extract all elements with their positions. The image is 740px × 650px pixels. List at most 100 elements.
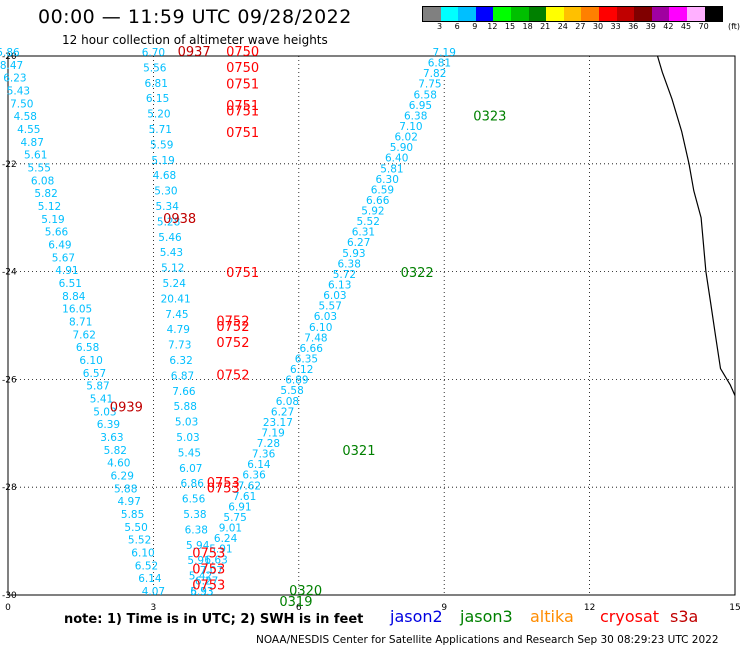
swh-label: 5.87 <box>86 381 109 393</box>
y-tick-label: -28 <box>2 483 17 493</box>
time-stamp: 0323 <box>473 110 506 125</box>
legend-swatch <box>475 7 494 21</box>
swh-label: 6.07 <box>179 463 202 475</box>
swh-label: 6.14 <box>247 459 271 471</box>
swh-label: 6.14 <box>138 573 162 585</box>
swh-label: 5.85 <box>121 509 144 521</box>
x-tick-label: 6 <box>296 603 302 613</box>
time-stamp: 0750 <box>226 61 259 76</box>
swh-label: 6.03 <box>314 311 337 323</box>
swh-label: 6.91 <box>228 502 251 514</box>
swh-label: 5.50 <box>124 522 147 534</box>
swh-label: 6.24 <box>214 533 238 545</box>
swh-label: 6.23 <box>3 73 26 85</box>
swh-label: 6.27 <box>195 575 218 587</box>
swh-label: 5.82 <box>34 188 57 200</box>
swh-label: 5.52 <box>128 535 151 547</box>
swh-label: 7.50 <box>10 98 33 110</box>
legend-swatch <box>598 7 617 21</box>
swh-label: 7.10 <box>399 121 422 133</box>
swh-label: 6.58 <box>76 342 99 354</box>
swh-label: 7.07 <box>200 565 223 577</box>
map-frame <box>7 55 736 596</box>
credit-line: NOAA/NESDIS Center for Satellite Applica… <box>256 634 719 646</box>
swh-label: 5.42 <box>189 571 212 583</box>
time-stamp: 0752 <box>216 336 249 351</box>
time-stamp: 0939 <box>110 401 143 416</box>
swh-label: 6.52 <box>135 560 158 572</box>
swh-label: 7.82 <box>423 68 446 80</box>
swh-label: 4.58 <box>14 111 37 123</box>
swh-label: 7.62 <box>73 329 96 341</box>
swh-label: 6.86 <box>181 478 205 490</box>
swh-label: 5.66 <box>45 227 69 239</box>
time-stamp: 0320 <box>289 584 322 599</box>
swh-label: 6.10 <box>79 355 102 367</box>
swh-label: 6.38 <box>185 524 208 536</box>
time-stamp: 0750 <box>226 45 259 60</box>
legend-swatch <box>440 7 459 21</box>
swh-label: 6.87 <box>171 370 194 382</box>
swh-label: 5.34 <box>156 201 180 213</box>
swh-label: 5.28 <box>157 216 180 228</box>
swh-label: 6.57 <box>83 368 106 380</box>
swh-label: 6.81 <box>428 58 451 70</box>
swh-label: 5.61 <box>24 150 47 162</box>
legend-swatch <box>423 7 441 21</box>
legend-tick: 30 <box>592 22 604 31</box>
time-stamp: 0751 <box>226 104 259 119</box>
swh-label: 6.53 <box>190 586 213 598</box>
swh-label: 7.36 <box>252 449 276 461</box>
swh-label: 5.93 <box>342 248 365 260</box>
swh-label: 7.61 <box>233 491 256 503</box>
sat-s3a-label: s3a <box>670 607 699 626</box>
legend-swatch <box>651 7 670 21</box>
legend-tick: 33 <box>610 22 621 31</box>
swh-label: 7.62 <box>238 480 261 492</box>
swh-label: 7.28 <box>257 438 280 450</box>
swh-label: 5.43 <box>7 86 30 98</box>
swh-label: 6.66 <box>300 343 324 355</box>
swh-label: 7.19 <box>433 47 456 59</box>
swh-label: 7.45 <box>165 309 188 321</box>
sat-jason2-label: jason2 <box>390 607 443 626</box>
swh-label: 5.82 <box>104 445 127 457</box>
swh-label: 4.55 <box>17 124 40 136</box>
legend-swatch <box>634 7 652 21</box>
swh-label: 5.52 <box>357 216 380 228</box>
swh-label: 6.27 <box>271 406 294 418</box>
swh-label: 7.66 <box>172 386 196 398</box>
swh-label: 4.79 <box>167 324 190 336</box>
time-stamp: 0751 <box>226 266 259 281</box>
swh-label: 6.40 <box>385 153 408 165</box>
swh-label: 3.63 <box>100 432 123 444</box>
swh-label: 5.67 <box>52 252 75 264</box>
legend-tick: 18 <box>522 22 533 31</box>
color-legend <box>422 6 724 22</box>
swh-label: 6.12 <box>290 364 313 376</box>
swh-label: 6.32 <box>169 355 192 367</box>
swh-label: 5.59 <box>150 139 173 151</box>
time-stamp: 0753 <box>192 562 225 577</box>
swh-label: 6.31 <box>352 227 375 239</box>
swh-label: 23.17 <box>263 417 293 429</box>
y-tick-label: -22 <box>2 160 17 170</box>
legend-tick: 21 <box>540 22 551 31</box>
legend-tick: 3 <box>437 22 443 31</box>
time-stamp: 0752 <box>216 320 249 335</box>
legend-swatch <box>546 7 564 21</box>
swh-label: 8.47 <box>0 60 23 72</box>
swh-label: 7.19 <box>261 428 284 440</box>
swh-label: 6.35 <box>295 354 318 366</box>
legend-tick: 36 <box>628 22 639 31</box>
swh-label: 4.91 <box>55 265 78 277</box>
swh-label: 6.58 <box>414 89 437 101</box>
swh-label: 4.68 <box>153 170 176 182</box>
swh-label: 5.03 <box>93 406 116 418</box>
swh-label: 6.38 <box>404 110 427 122</box>
swh-label: 5.03 <box>176 432 199 444</box>
swh-label: 7.73 <box>168 340 191 352</box>
legend-swatch <box>669 7 687 21</box>
swh-label: 16.05 <box>62 304 92 316</box>
swh-label: 4.97 <box>118 496 141 508</box>
